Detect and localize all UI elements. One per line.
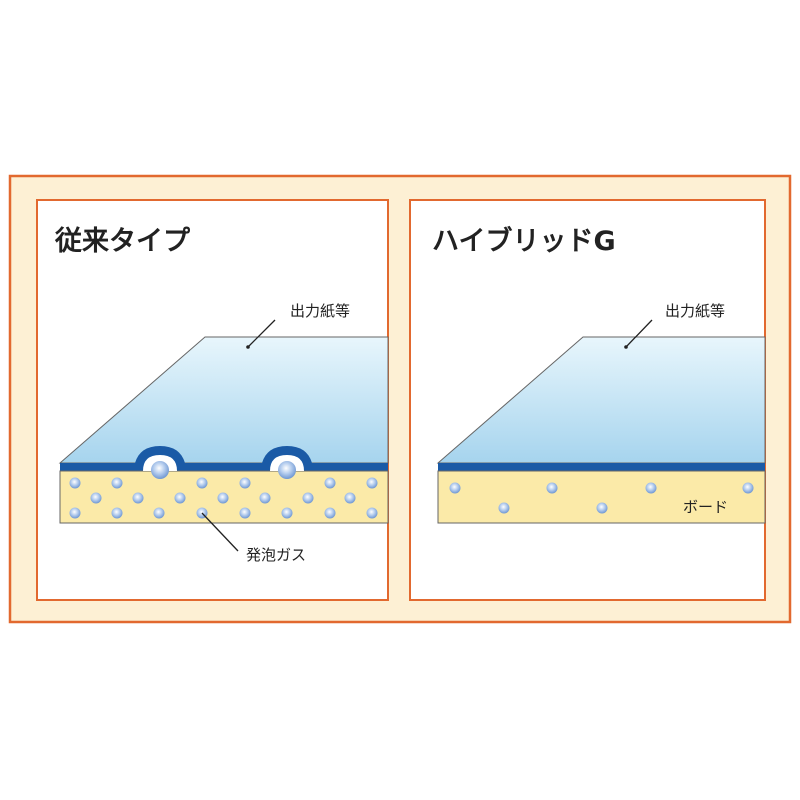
bubble [324,477,336,489]
paper-leader-line [625,319,653,348]
leader-dot [624,345,628,349]
sparse-bubbles [449,482,754,514]
large-gas-bubble [151,461,169,479]
right-panel-title: ハイブリッドG [432,225,616,257]
paper-label: 出力紙等 [665,302,725,320]
bubble [546,482,558,494]
gas-label: 発泡ガス [246,546,306,564]
bubble [366,507,378,519]
bubble [90,492,102,504]
bubble [239,477,251,489]
bubble [153,507,165,519]
bubble [324,507,336,519]
leader-dot [246,345,250,349]
gas-leader-line [201,512,239,552]
left-panel-title: 従来タイプ [54,226,191,257]
bubble [132,492,144,504]
bubble [498,502,510,514]
paper-leader-line [247,319,276,348]
paper-label: 出力紙等 [290,302,350,320]
bubble [344,492,356,504]
bubble [742,482,754,494]
bubble [259,492,271,504]
bubble [69,507,81,519]
bubble [645,482,657,494]
bubble [596,502,608,514]
bubble [239,507,251,519]
film-layer [60,446,388,471]
right-panel: ハイブリッドG 出力紙等 ボード [409,199,766,601]
bubble [196,477,208,489]
bubble [111,477,123,489]
board [437,470,766,524]
bubble [111,507,123,519]
bubble [366,477,378,489]
bubble [449,482,461,494]
large-gas-bubble [278,461,296,479]
bubble [281,507,293,519]
bubble [174,492,186,504]
gas-bubbles [69,477,378,519]
bubble [302,492,314,504]
bubble [217,492,229,504]
left-panel: 従来タイプ 出力紙等 発泡ガス [36,199,389,601]
film-layer [438,463,765,471]
bubble [69,477,81,489]
board-label: ボード [683,498,728,516]
